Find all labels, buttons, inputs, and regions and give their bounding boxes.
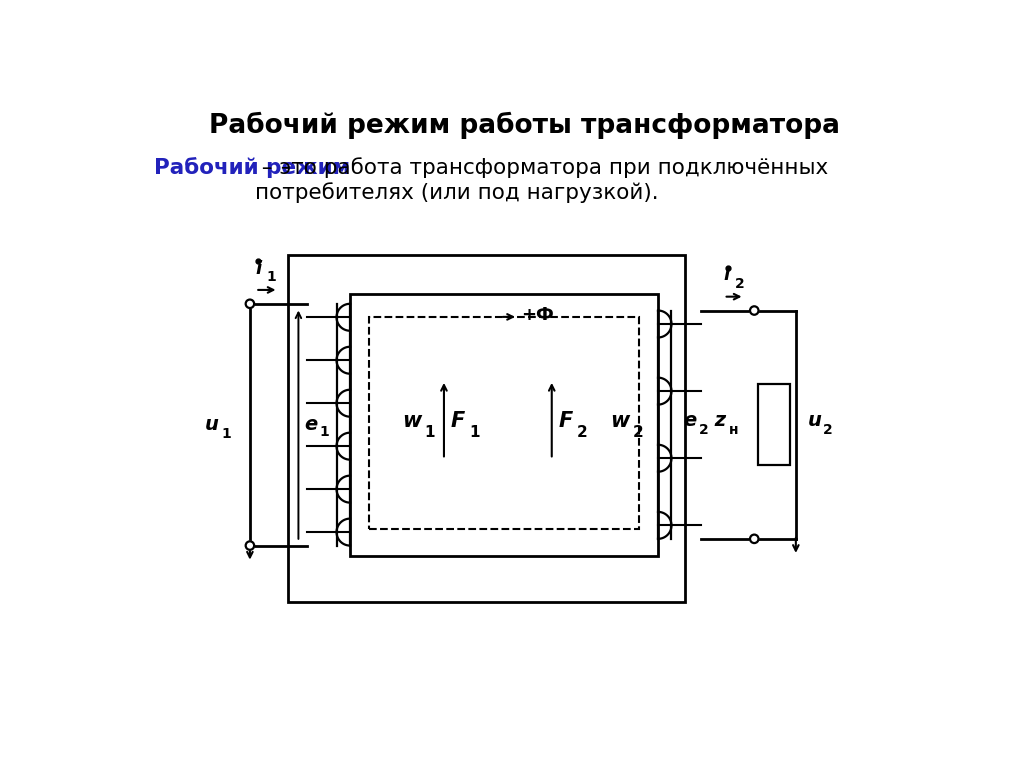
Text: u: u <box>807 411 821 430</box>
Text: u: u <box>205 415 218 434</box>
Text: z: z <box>708 411 726 430</box>
Text: e: e <box>304 415 317 434</box>
Text: 2: 2 <box>698 423 709 437</box>
Text: Рабочий режим работы трансформатора: Рабочий режим работы трансформатора <box>209 111 841 139</box>
Text: F: F <box>451 411 465 431</box>
Circle shape <box>750 535 759 543</box>
Bar <box>289 255 685 602</box>
Text: 2: 2 <box>823 423 833 437</box>
Circle shape <box>246 542 254 550</box>
Text: 1: 1 <box>221 427 231 441</box>
Text: 1: 1 <box>319 426 329 439</box>
Text: e: e <box>683 411 696 430</box>
Text: 1: 1 <box>469 425 480 440</box>
Text: 1: 1 <box>425 425 435 440</box>
Text: i: i <box>724 266 730 285</box>
Text: w: w <box>610 411 629 431</box>
Text: F: F <box>558 411 572 431</box>
Circle shape <box>246 300 254 308</box>
Text: +Ф: +Ф <box>521 306 554 324</box>
Text: i: i <box>255 259 261 278</box>
Text: – это работа трансформатора при подключённых
потребителях (или под нагрузкой).: – это работа трансформатора при подключё… <box>255 157 828 202</box>
Bar <box>370 317 639 528</box>
Circle shape <box>750 306 759 314</box>
Bar <box>758 384 791 465</box>
Text: 1: 1 <box>267 270 276 284</box>
Text: Рабочий режим: Рабочий режим <box>154 157 350 179</box>
Text: 2: 2 <box>578 425 588 440</box>
Text: 2: 2 <box>633 425 643 440</box>
Text: н: н <box>729 423 738 437</box>
Text: 2: 2 <box>735 277 744 291</box>
Bar <box>350 294 658 555</box>
Text: w: w <box>402 411 421 431</box>
